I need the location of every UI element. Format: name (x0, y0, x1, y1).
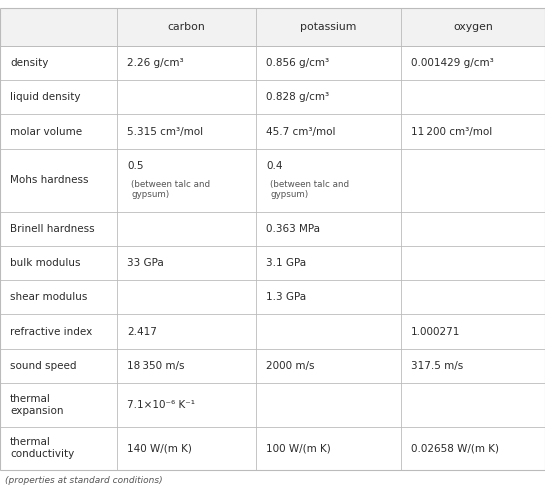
Text: 45.7 cm³/mol: 45.7 cm³/mol (266, 127, 336, 137)
Text: bulk modulus: bulk modulus (10, 258, 81, 268)
Text: 0.5: 0.5 (127, 161, 144, 171)
Text: Mohs hardness: Mohs hardness (10, 175, 88, 185)
Text: 317.5 m/s: 317.5 m/s (410, 361, 463, 371)
Text: thermal
expansion: thermal expansion (10, 394, 64, 416)
Text: thermal
conductivity: thermal conductivity (10, 438, 74, 459)
Text: 33 GPa: 33 GPa (127, 258, 164, 268)
Text: 0.001429 g/cm³: 0.001429 g/cm³ (410, 58, 493, 68)
Text: 2.26 g/cm³: 2.26 g/cm³ (127, 58, 184, 68)
Text: molar volume: molar volume (10, 127, 82, 137)
Text: 3.1 GPa: 3.1 GPa (266, 258, 306, 268)
Text: (properties at standard conditions): (properties at standard conditions) (5, 476, 162, 485)
Text: sound speed: sound speed (10, 361, 76, 371)
Text: 100 W/(m K): 100 W/(m K) (266, 443, 331, 453)
Text: 7.1×10⁻⁶ K⁻¹: 7.1×10⁻⁶ K⁻¹ (127, 400, 195, 410)
Text: 5.315 cm³/mol: 5.315 cm³/mol (127, 127, 203, 137)
Text: 1.000271: 1.000271 (410, 327, 460, 337)
Text: 1.3 GPa: 1.3 GPa (266, 292, 306, 302)
Text: 2.417: 2.417 (127, 327, 157, 337)
Text: carbon: carbon (168, 22, 205, 32)
Text: liquid density: liquid density (10, 92, 81, 102)
Text: shear modulus: shear modulus (10, 292, 87, 302)
Bar (0, 8, 545, 46)
Text: 0.363 MPa: 0.363 MPa (266, 224, 320, 234)
Text: 0.828 g/cm³: 0.828 g/cm³ (266, 92, 329, 102)
Text: oxygen: oxygen (453, 22, 493, 32)
Text: density: density (10, 58, 49, 68)
Text: 0.856 g/cm³: 0.856 g/cm³ (266, 58, 329, 68)
Text: 2000 m/s: 2000 m/s (266, 361, 314, 371)
Text: (between talc and
gypsum): (between talc and gypsum) (270, 180, 349, 199)
Text: refractive index: refractive index (10, 327, 92, 337)
Text: Brinell hardness: Brinell hardness (10, 224, 95, 234)
Text: potassium: potassium (300, 22, 356, 32)
Text: 11 200 cm³/mol: 11 200 cm³/mol (410, 127, 492, 137)
Text: 0.4: 0.4 (266, 161, 283, 171)
Text: 0.02658 W/(m K): 0.02658 W/(m K) (410, 443, 499, 453)
Text: 140 W/(m K): 140 W/(m K) (127, 443, 192, 453)
Text: (between talc and
gypsum): (between talc and gypsum) (131, 180, 210, 199)
Text: 18 350 m/s: 18 350 m/s (127, 361, 185, 371)
